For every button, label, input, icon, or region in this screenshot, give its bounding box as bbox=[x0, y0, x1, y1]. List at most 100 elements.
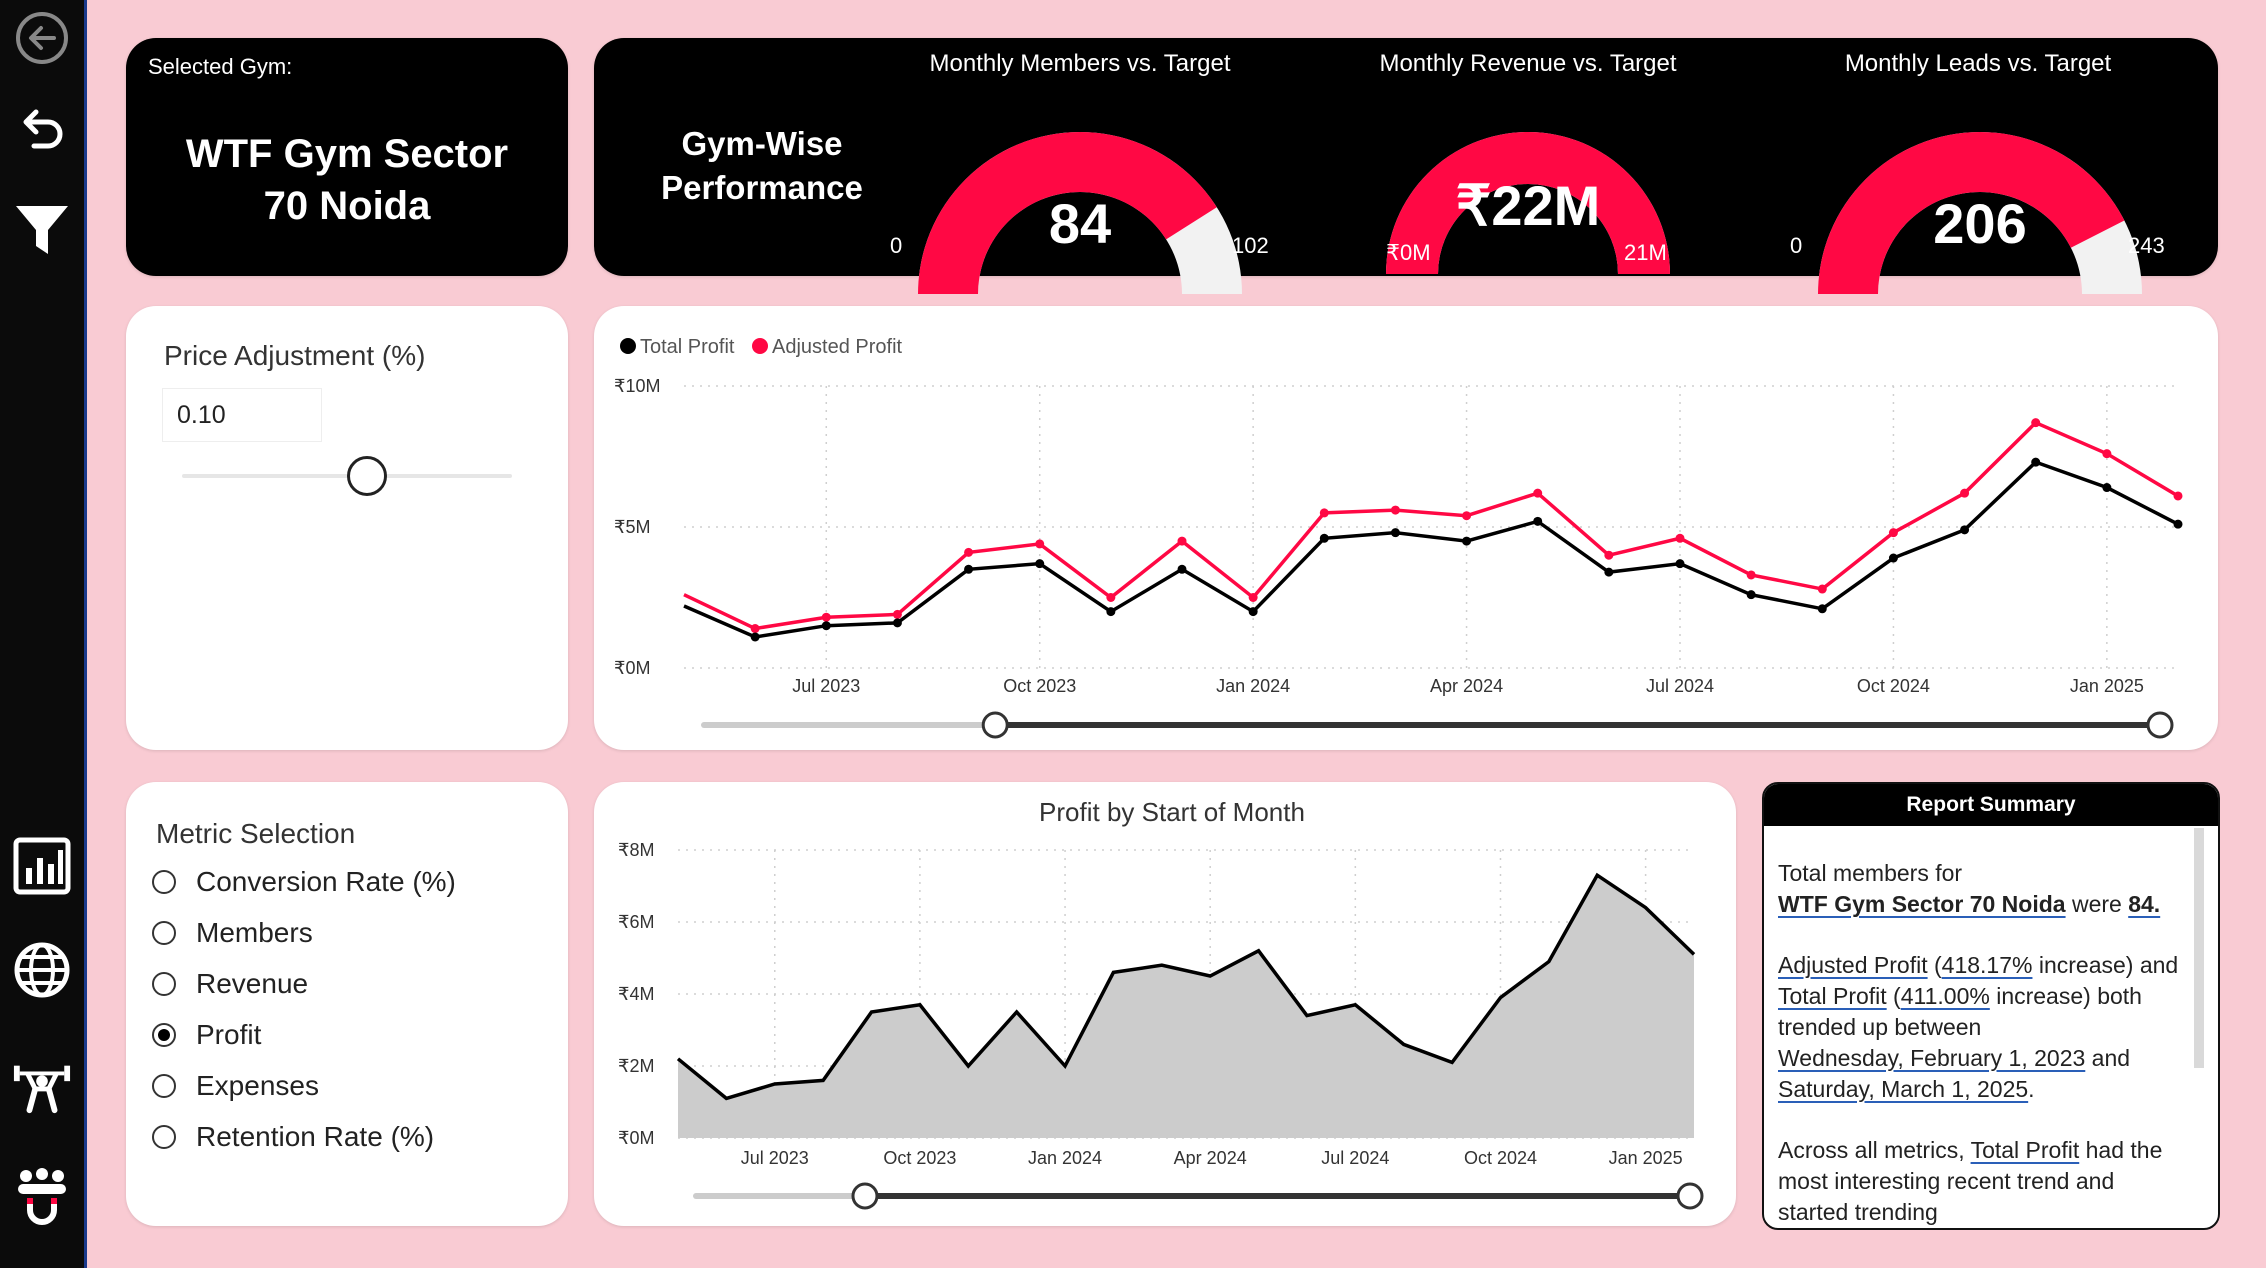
filter-icon[interactable] bbox=[12, 200, 72, 260]
gym-name-line1: WTF Gym Sector bbox=[185, 132, 509, 176]
data-point[interactable] bbox=[1960, 525, 1970, 535]
summary-adjusted-profit[interactable]: Adjusted Profit bbox=[1778, 952, 1928, 978]
summary-members-value[interactable]: 84. bbox=[2128, 891, 2161, 917]
data-point[interactable] bbox=[1817, 584, 1827, 594]
data-point[interactable] bbox=[1248, 593, 1258, 602]
data-point[interactable] bbox=[964, 564, 974, 574]
data-point[interactable] bbox=[1746, 590, 1756, 600]
gauge-revenue-fill bbox=[1386, 132, 1670, 274]
report-summary-scrollbar[interactable] bbox=[2194, 828, 2204, 1068]
summary-p3-total-profit[interactable]: Total Profit bbox=[1970, 1137, 2080, 1163]
y-tick-label: ₹0M bbox=[618, 1128, 654, 1148]
bar-chart-icon[interactable] bbox=[12, 836, 72, 896]
data-point[interactable] bbox=[1888, 528, 1898, 538]
data-point[interactable] bbox=[1817, 604, 1827, 614]
metric-option-profit[interactable]: Profit bbox=[152, 1019, 261, 1051]
summary-date-end[interactable]: Saturday, March 1, 2025 bbox=[1778, 1076, 2029, 1102]
gauge-leads-fill bbox=[1818, 132, 2125, 294]
back-circle-icon[interactable] bbox=[12, 8, 72, 68]
data-point[interactable] bbox=[2102, 449, 2112, 459]
gauge-members-value: 84 bbox=[1048, 192, 1112, 255]
summary-date-start[interactable]: Wednesday, February 1, 2023 bbox=[1778, 1045, 2086, 1071]
gauge-leads-title: Monthly Leads vs. Target bbox=[1844, 50, 2112, 77]
gauge-members-fill bbox=[918, 131, 1217, 294]
range-slider-end-handle[interactable] bbox=[1676, 1182, 1704, 1210]
data-point[interactable] bbox=[1533, 488, 1543, 498]
people-magnet-icon[interactable] bbox=[12, 1166, 72, 1226]
y-tick-label: ₹2M bbox=[618, 1056, 654, 1076]
data-point[interactable] bbox=[964, 547, 974, 557]
profit-line-chart: Total Profit Adjusted Profit ₹0M ₹5M ₹10M J… bbox=[614, 336, 2183, 739]
data-point[interactable] bbox=[1319, 508, 1329, 518]
data-point[interactable] bbox=[1675, 559, 1685, 569]
data-point[interactable] bbox=[2173, 519, 2183, 529]
data-point[interactable] bbox=[821, 612, 831, 622]
data-point[interactable] bbox=[1177, 564, 1187, 574]
data-point[interactable] bbox=[892, 609, 902, 619]
data-point[interactable] bbox=[1390, 528, 1400, 538]
summary-paragraph-3: Across all metrics, Total Profit had the… bbox=[1778, 1135, 2188, 1228]
area-chart-range-slider[interactable] bbox=[693, 1182, 1704, 1210]
x-tick-label: Apr 2024 bbox=[1430, 676, 1503, 696]
radio-button[interactable] bbox=[152, 921, 176, 945]
price-adjustment-label: Price Adjustment (%) bbox=[164, 340, 426, 371]
gauge-leads-max: 243 bbox=[2128, 233, 2165, 258]
summary-gym-name[interactable]: WTF Gym Sector 70 Noida bbox=[1778, 891, 2066, 917]
radio-button[interactable] bbox=[152, 870, 176, 894]
metric-option-revenue[interactable]: Revenue bbox=[152, 968, 308, 1000]
summary-total-profit[interactable]: Total Profit bbox=[1778, 983, 1887, 1009]
summary-total-pct[interactable]: 411.00% bbox=[1900, 983, 1990, 1009]
range-slider-start-handle[interactable] bbox=[981, 711, 1009, 739]
data-point[interactable] bbox=[1106, 607, 1116, 617]
metric-option-expenses[interactable]: Expenses bbox=[152, 1070, 319, 1102]
data-point[interactable] bbox=[750, 624, 760, 634]
data-point[interactable] bbox=[1960, 488, 1970, 498]
gauge-leads-min: 0 bbox=[1790, 233, 1803, 258]
data-point[interactable] bbox=[750, 632, 760, 642]
x-tick-label: Jan 2024 bbox=[1216, 676, 1290, 696]
radio-button[interactable] bbox=[152, 1023, 176, 1047]
metric-option-conversion-rate[interactable]: Conversion Rate (%) bbox=[152, 866, 456, 898]
globe-icon[interactable] bbox=[12, 940, 72, 1000]
data-point[interactable] bbox=[1462, 536, 1472, 546]
data-point[interactable] bbox=[1035, 559, 1045, 569]
gauge-revenue-max: 21M bbox=[1624, 240, 1667, 265]
summary-adjusted-pct[interactable]: 418.17% bbox=[1941, 952, 2033, 978]
price-adjustment-slider-thumb[interactable] bbox=[346, 456, 387, 496]
series-line-profit[interactable] bbox=[676, 872, 1696, 1101]
metric-option-members[interactable]: Members bbox=[152, 917, 313, 949]
data-point[interactable] bbox=[1035, 539, 1045, 549]
data-point[interactable] bbox=[2102, 483, 2112, 493]
radio-button[interactable] bbox=[152, 972, 176, 996]
data-point[interactable] bbox=[1177, 536, 1187, 546]
data-point[interactable] bbox=[821, 621, 831, 631]
range-slider-end-handle[interactable] bbox=[2146, 711, 2174, 739]
data-point[interactable] bbox=[1888, 553, 1898, 563]
data-point[interactable] bbox=[2173, 491, 2183, 501]
radio-button[interactable] bbox=[152, 1074, 176, 1098]
radio-button[interactable] bbox=[152, 1125, 176, 1149]
price-adjustment-input[interactable] bbox=[162, 388, 322, 442]
data-point[interactable] bbox=[1462, 511, 1472, 521]
data-point[interactable] bbox=[1604, 567, 1614, 577]
data-point[interactable] bbox=[1319, 533, 1329, 543]
x-tick-label: Apr 2024 bbox=[1174, 1148, 1247, 1168]
data-point[interactable] bbox=[1248, 607, 1258, 617]
data-point[interactable] bbox=[1604, 550, 1614, 560]
data-point[interactable] bbox=[1390, 505, 1400, 515]
series-line-adjusted-profit[interactable] bbox=[683, 420, 2179, 631]
series-line-total-profit[interactable] bbox=[683, 460, 2179, 639]
data-point[interactable] bbox=[1533, 516, 1543, 526]
undo-icon[interactable] bbox=[12, 100, 72, 160]
data-point[interactable] bbox=[1106, 593, 1116, 602]
data-point[interactable] bbox=[1746, 570, 1756, 580]
data-point[interactable] bbox=[2031, 418, 2041, 428]
line-chart-range-slider[interactable] bbox=[701, 711, 2174, 739]
metric-option-retention-rate[interactable]: Retention Rate (%) bbox=[152, 1121, 434, 1153]
range-slider-start-handle[interactable] bbox=[851, 1182, 879, 1210]
data-point[interactable] bbox=[2031, 457, 2041, 467]
data-point[interactable] bbox=[1675, 533, 1685, 543]
selected-gym-label: Selected Gym: bbox=[148, 54, 293, 79]
data-point[interactable] bbox=[892, 618, 902, 628]
weightlifter-icon[interactable] bbox=[12, 1056, 72, 1116]
